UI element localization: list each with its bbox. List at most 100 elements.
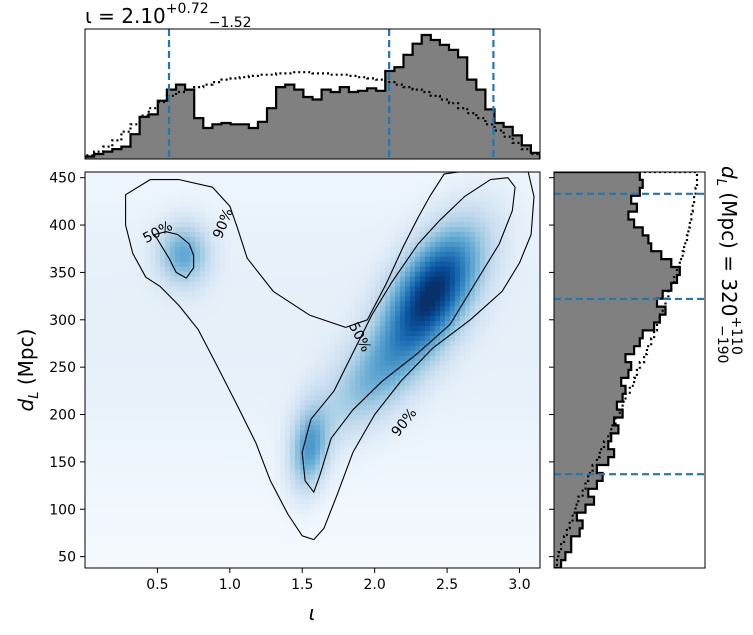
heatmap-cell [360, 404, 366, 411]
heatmap-cell [225, 389, 231, 396]
heatmap-cell [175, 409, 181, 416]
heatmap-cell [240, 266, 246, 272]
heatmap-cell [345, 211, 351, 218]
heatmap-cell [380, 379, 386, 386]
heatmap-cell [125, 350, 131, 356]
heatmap-cell [225, 300, 231, 307]
heatmap-cell [290, 488, 296, 495]
heatmap-cell [185, 206, 191, 213]
heatmap-cell [95, 414, 101, 421]
heatmap-cell [320, 191, 326, 198]
heatmap-cell [220, 320, 226, 327]
heatmap-cell [90, 216, 96, 223]
heatmap-cell [110, 365, 116, 371]
heatmap-cell [220, 266, 226, 272]
heatmap-cell [135, 345, 141, 351]
heatmap-cell [180, 384, 186, 391]
heatmap-cell [240, 191, 246, 198]
heatmap-cell [300, 350, 306, 356]
heatmap-cell [390, 172, 396, 178]
heatmap-cell [215, 206, 221, 213]
heatmap-cell [315, 196, 321, 203]
heatmap-cell [260, 360, 266, 366]
heatmap-cell [270, 513, 276, 520]
heatmap-cell [275, 320, 281, 327]
heatmap-cell [375, 330, 381, 336]
heatmap-cell [125, 513, 131, 520]
heatmap-cell [165, 266, 171, 272]
heatmap-cell [150, 518, 156, 525]
heatmap-cell [145, 419, 151, 426]
heatmap-cell [335, 384, 341, 391]
heatmap-cell [275, 305, 281, 312]
heatmap-cell [305, 409, 311, 416]
heatmap-cell [160, 226, 166, 232]
heatmap-cell [305, 300, 311, 307]
heatmap-cell [245, 439, 251, 445]
heatmap-cell [390, 409, 396, 416]
heatmap-cell [190, 533, 196, 539]
heatmap-cell [305, 236, 311, 242]
heatmap-cell [110, 498, 116, 505]
heatmap-cell [160, 553, 166, 559]
heatmap-cell [265, 394, 271, 401]
heatmap-cell [265, 473, 271, 480]
heatmap-cell [240, 459, 246, 465]
heatmap-cell [85, 488, 91, 495]
heatmap-cell [155, 241, 161, 247]
heatmap-cell [255, 231, 261, 237]
heatmap-cell [385, 325, 391, 331]
heatmap-cell [240, 493, 246, 500]
heatmap-cell [135, 483, 141, 490]
heatmap-cell [115, 384, 121, 391]
heatmap-cell [280, 221, 286, 228]
heatmap-cell [145, 320, 151, 327]
heatmap-cell [250, 290, 256, 297]
heatmap-cell [360, 246, 366, 252]
heatmap-cell [395, 478, 401, 485]
heatmap-cell [210, 518, 216, 525]
heatmap-cell [365, 523, 371, 529]
heatmap-cell [180, 345, 186, 351]
heatmap-cell [115, 280, 121, 287]
heatmap-cell [300, 275, 306, 282]
heatmap-cell [310, 528, 316, 534]
heatmap-cell [260, 340, 266, 346]
heatmap-cell [110, 478, 116, 485]
heatmap-cell [255, 473, 261, 480]
heatmap-cell [335, 280, 341, 287]
heatmap-cell [240, 305, 246, 312]
heatmap-cell [365, 518, 371, 525]
heatmap-cell [255, 345, 261, 351]
heatmap-cell [335, 206, 341, 213]
heatmap-cell [110, 488, 116, 495]
heatmap-cell [270, 315, 276, 322]
heatmap-cell [195, 434, 201, 440]
heatmap-cell [380, 300, 386, 307]
heatmap-cell [380, 266, 386, 272]
heatmap-cell [185, 439, 191, 445]
heatmap-cell [365, 216, 371, 223]
heatmap-cell [210, 295, 216, 302]
heatmap-cell [340, 360, 346, 366]
heatmap-cell [255, 389, 261, 396]
heatmap-cell [325, 241, 331, 247]
heatmap-cell [130, 231, 136, 237]
heatmap-cell [160, 409, 166, 416]
heatmap-cell [235, 449, 241, 455]
heatmap-cell [210, 181, 216, 188]
heatmap-cell [105, 350, 111, 356]
heatmap-cell [350, 340, 356, 346]
heatmap-cell [120, 498, 126, 505]
heatmap-cell [350, 290, 356, 297]
heatmap-cell [375, 261, 381, 267]
heatmap-cell [335, 201, 341, 208]
heatmap-cell [185, 459, 191, 465]
heatmap-cell [140, 429, 146, 435]
heatmap-cell [365, 488, 371, 495]
heatmap-cell [265, 221, 271, 228]
heatmap-cell [320, 439, 326, 445]
heatmap-cell [375, 226, 381, 232]
heatmap-cell [330, 266, 336, 272]
heatmap-cell [250, 414, 256, 421]
